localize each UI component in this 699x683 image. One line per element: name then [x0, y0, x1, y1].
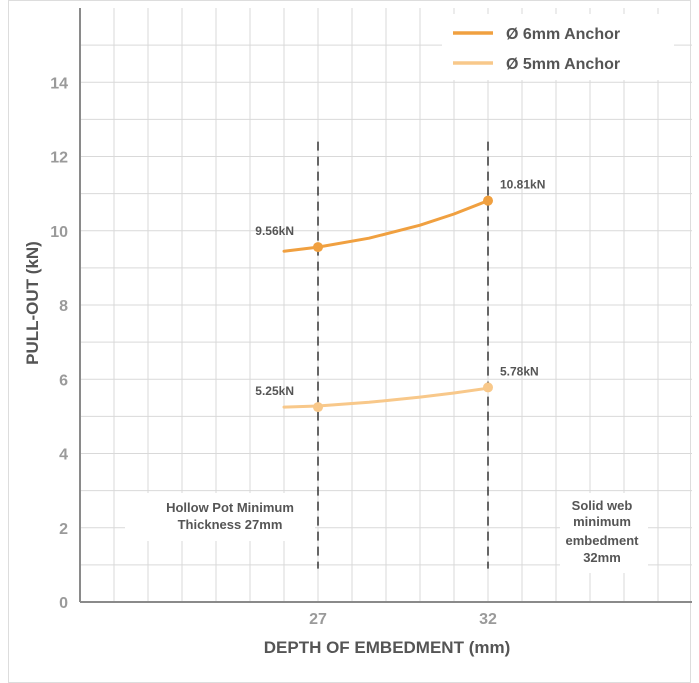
series-line-1 [282, 386, 490, 409]
annotation-solid-line-3: embedment [566, 533, 640, 548]
legend-box [442, 14, 674, 80]
data-label-0-0: 9.56kN [255, 224, 294, 238]
annotation-hollow-box [125, 493, 315, 541]
axes [79, 8, 692, 603]
data-label-1-1: 5.78kN [500, 364, 539, 378]
data-label-0-1: 10.81kN [500, 178, 545, 192]
y-axis-title: PULL-OUT (kN) [23, 241, 42, 365]
y-tick-label-0: 0 [59, 595, 68, 612]
y-tick-label-12: 12 [50, 150, 68, 167]
outer-frame [8, 0, 691, 683]
annotations: Hollow Pot Minimum Thickness 27mm Solid … [125, 493, 648, 573]
y-tick-labels: 0 2 4 6 8 10 12 14 [50, 75, 68, 612]
legend-label-6mm: Ø 6mm Anchor [506, 26, 620, 43]
annotation-solid-line-1: Solid web [572, 498, 633, 513]
annotation-solid: Solid web minimum embedment 32mm [560, 493, 648, 573]
y-tick-label-2: 2 [59, 521, 68, 538]
annotation-hollow-line-1: Hollow Pot Minimum [166, 500, 294, 515]
series: 9.56kN 10.81kN 5.25kN 5.78kN [255, 178, 545, 413]
grid [80, 8, 692, 602]
y-tick-label-4: 4 [59, 447, 68, 464]
x-tick-label-32: 32 [479, 611, 497, 628]
annotation-solid-line-4: 32mm [583, 550, 621, 565]
x-axis-title: DEPTH OF EMBEDMENT (mm) [264, 638, 511, 657]
annotation-hollow-line-2: Thickness 27mm [178, 517, 283, 532]
x-tick-labels: 27 32 [309, 611, 497, 628]
x-tick-label-27: 27 [309, 611, 327, 628]
legend-label-5mm: Ø 5mm Anchor [506, 56, 620, 73]
data-point-0-1 [483, 195, 493, 206]
y-tick-label-8: 8 [59, 298, 68, 315]
data-point-0-0 [313, 242, 323, 253]
data-point-1-1 [483, 382, 493, 393]
series-line-0 [282, 199, 490, 253]
y-tick-label-10: 10 [50, 224, 68, 241]
data-point-1-0 [313, 402, 323, 413]
reference-lines [317, 141, 489, 569]
data-label-1-0: 5.25kN [255, 384, 294, 398]
annotation-hollow: Hollow Pot Minimum Thickness 27mm [125, 493, 315, 541]
y-tick-label-6: 6 [59, 372, 68, 389]
legend: Ø 6mm Anchor Ø 5mm Anchor [442, 14, 674, 80]
y-tick-label-14: 14 [50, 75, 68, 92]
annotation-solid-line-2: minimum [573, 514, 631, 529]
annotation-solid-box [560, 493, 648, 573]
